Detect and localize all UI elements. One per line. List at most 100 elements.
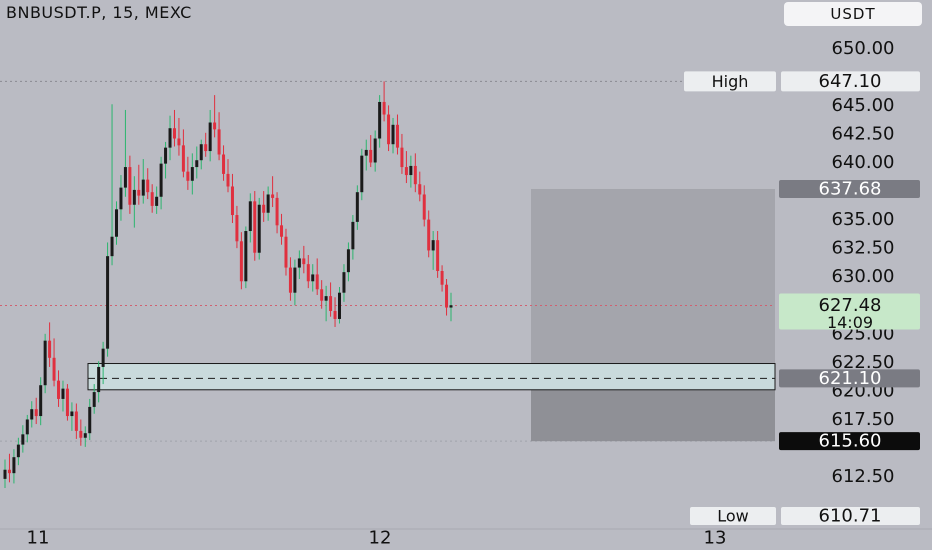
candle-body [315,274,319,290]
candle-body [106,256,110,349]
candle-body [7,469,11,474]
candle-body [284,236,288,268]
high-value-box [781,71,920,92]
low-label-box [690,507,776,525]
candle-body [88,406,92,434]
y-axis-tick-label: 635.00 [832,209,895,230]
candle-body [364,149,368,156]
projection-box-lower [531,389,775,442]
candle-body [248,201,252,232]
candle-body [297,258,301,268]
candle-body [204,144,208,152]
y-axis-tick-label: 617.50 [832,409,895,430]
candle-body [83,433,87,438]
candle-body [146,179,150,193]
candle-body [449,305,453,308]
x-axis-tick-label: 13 [704,528,727,549]
interval-label: 15 [112,3,134,22]
high-label: High [712,72,749,91]
candle-body [150,192,154,206]
candle-body [79,430,83,438]
candle-body [222,154,226,174]
candle-body [293,267,297,293]
candle-body [110,236,114,257]
candle-body [288,267,292,293]
candle-body [302,258,306,265]
candle-body [262,204,266,213]
candle-body [413,165,417,185]
support-zone [87,363,776,391]
high-label-box [684,71,776,92]
low-value: 610.71 [819,506,882,527]
candle-body [195,160,199,168]
projection-box-upper [531,188,775,390]
candle-body [61,388,65,399]
title-separator: , [133,3,145,22]
candle-body [186,171,190,181]
candle-countdown: 14:09 [827,313,873,332]
candle-body [208,122,212,152]
candle-body [360,155,364,193]
candle-body [137,189,141,196]
candle-body [48,340,52,358]
candle-body [355,192,359,222]
candle-body [338,292,341,319]
zone-mid-tag [779,369,920,388]
candle-body [92,392,96,407]
candle-body [25,419,29,435]
candle-body [43,340,47,386]
candle-body [404,167,408,176]
candle-body [39,385,43,417]
candle-body [445,284,449,308]
candle-body [324,296,328,301]
candle-body [213,122,217,130]
candle-body [387,114,391,145]
y-axis-tick-label: 645.00 [832,95,895,116]
y-axis-tick-label: 650.00 [832,38,895,59]
candle-body [311,274,315,282]
candle-body [30,409,34,420]
candle-body [257,204,261,253]
candle-body [239,241,243,282]
candle-body [34,409,38,417]
candle-body [329,296,333,311]
candle-body [342,272,346,293]
currency-unit-button[interactable]: USDT [784,2,922,26]
candle-body [253,201,257,253]
candle-body [373,138,377,163]
y-axis-tick-label: 622.50 [832,352,895,373]
candle-body [199,144,203,161]
candle-body [70,411,74,417]
candle-body [244,231,248,282]
candle-body [235,215,239,242]
candle-body [320,289,324,301]
candle-body [266,194,270,213]
candle-body [97,366,101,393]
candle-body [431,240,435,251]
candle-body [351,221,355,250]
candle-body [172,128,176,139]
x-axis-tick-label: 11 [27,528,50,549]
y-axis-tick-label: 612.50 [832,466,895,487]
candle-body [123,167,127,188]
y-axis-tick-label: 642.50 [832,123,895,144]
y-axis-tick-label: 632.50 [832,238,895,259]
candle-body [52,357,56,381]
high-value: 647.10 [819,71,882,92]
box-bottom-price: 615.60 [819,431,882,452]
y-axis-tick-label: 630.00 [832,266,895,287]
exchange-label: MEXC [144,3,192,22]
candle-body [3,469,7,479]
candle-body [436,240,440,271]
candle-body [119,187,123,210]
box-bottom-tag [779,432,920,451]
candle-body [378,101,382,139]
candle-body [168,128,172,148]
candle-body [177,138,181,146]
candle-body [422,194,426,220]
candle-body [190,167,194,181]
candle-body [333,310,337,319]
last-price-tag [779,293,920,330]
